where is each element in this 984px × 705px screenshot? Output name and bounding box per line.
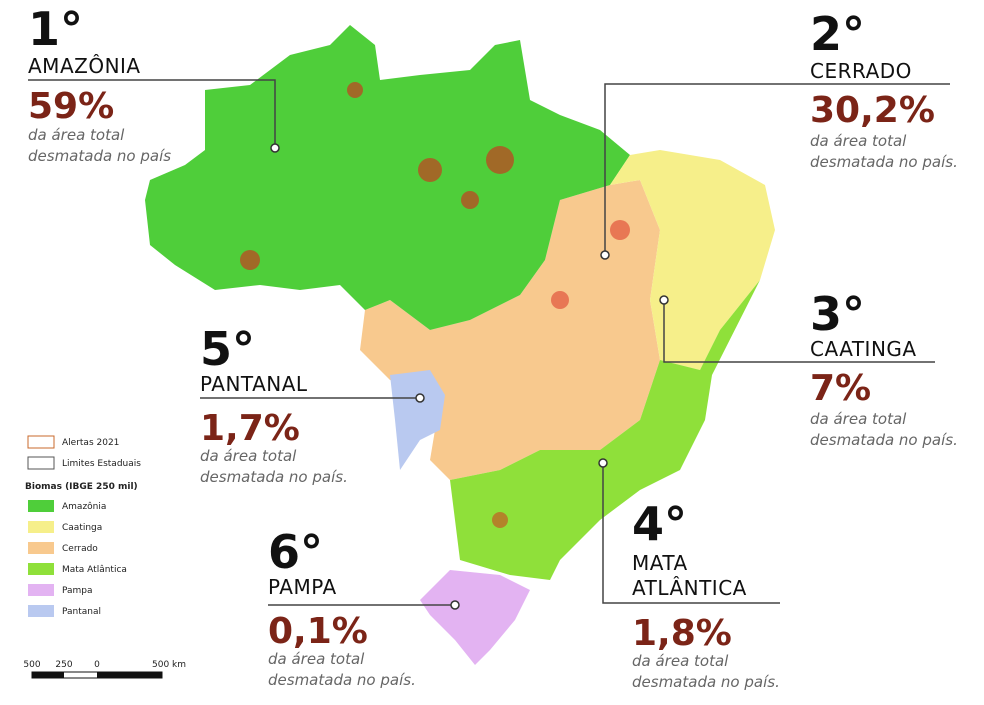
- biome-name: CAATINGA: [810, 337, 917, 361]
- biome-cerrado: [360, 180, 660, 480]
- rank: 4°: [632, 497, 687, 551]
- legend-label: Amazônia: [62, 501, 106, 512]
- share: 59%: [28, 86, 114, 127]
- biome-name: CERRADO: [810, 59, 912, 83]
- rank: 1°: [28, 2, 83, 56]
- legend-label: Caatinga: [62, 523, 102, 533]
- biome-pampa: [420, 570, 530, 665]
- share: 7%: [810, 368, 871, 409]
- rank: 6°: [268, 525, 323, 579]
- caption: da área total: [268, 650, 365, 668]
- biome-name: PANTANAL: [200, 372, 308, 396]
- caption: desmatada no país: [28, 147, 171, 165]
- legend-label: Mata Atlântica: [62, 565, 127, 575]
- share: 0,1%: [268, 611, 368, 652]
- legend-label: Pampa: [62, 586, 93, 596]
- rank: 3°: [810, 287, 865, 341]
- biome-name: ATLÂNTICA: [632, 576, 747, 600]
- scale-label: 500 km: [152, 660, 186, 670]
- caption: da área total: [28, 126, 125, 144]
- caption: desmatada no país.: [200, 468, 348, 486]
- legend-title: Biomas (IBGE 250 mil): [25, 482, 138, 492]
- biome-pantanal: [390, 370, 445, 470]
- legend-label: Limites Estaduais: [62, 459, 141, 469]
- share: 30,2%: [810, 90, 935, 131]
- callout-lines: [28, 79, 950, 610]
- caption: desmatada no país.: [632, 673, 780, 691]
- caption: da área total: [200, 447, 297, 465]
- legend-swatch: [28, 563, 54, 575]
- scale-label: 0: [94, 660, 100, 670]
- biome-caatinga: [610, 150, 775, 370]
- biome-amazonia: [145, 25, 630, 330]
- deforestation-alerts: [240, 82, 630, 528]
- biome-mata-atlantica: [450, 280, 760, 580]
- share: 1,7%: [200, 408, 300, 449]
- share: 1,8%: [632, 613, 732, 654]
- caption: desmatada no país.: [810, 431, 958, 449]
- legend-swatch: [28, 542, 54, 554]
- legend-swatch: [28, 500, 54, 512]
- biome-name: MATA: [632, 551, 688, 575]
- caption: desmatada no país.: [268, 671, 416, 689]
- rank: 2°: [810, 7, 865, 61]
- biome-name: AMAZÔNIA: [28, 54, 141, 78]
- caption: da área total: [632, 652, 729, 670]
- scale-bar: 500 250 0 500 km: [23, 660, 186, 679]
- legend-swatch: [28, 584, 54, 596]
- legend-swatch: [28, 521, 54, 533]
- caption: desmatada no país.: [810, 153, 958, 171]
- legend-label: Cerrado: [62, 544, 98, 554]
- legend-label: Alertas 2021: [62, 438, 119, 448]
- legend: Alertas 2021 Limites Estaduais Biomas (I…: [25, 435, 141, 617]
- legend-label: Pantanal: [62, 607, 101, 617]
- caption: da área total: [810, 410, 907, 428]
- scale-label: 500: [23, 660, 40, 670]
- scale-label: 250: [55, 660, 72, 670]
- legend-items: Amazônia Caatinga Cerrado Mata Atlântica Pam…: [28, 500, 127, 617]
- map: [145, 25, 775, 665]
- rank: 5°: [200, 322, 255, 376]
- biome-name: PAMPA: [268, 575, 337, 599]
- caption: da área total: [810, 132, 907, 150]
- legend-swatch: [28, 605, 54, 617]
